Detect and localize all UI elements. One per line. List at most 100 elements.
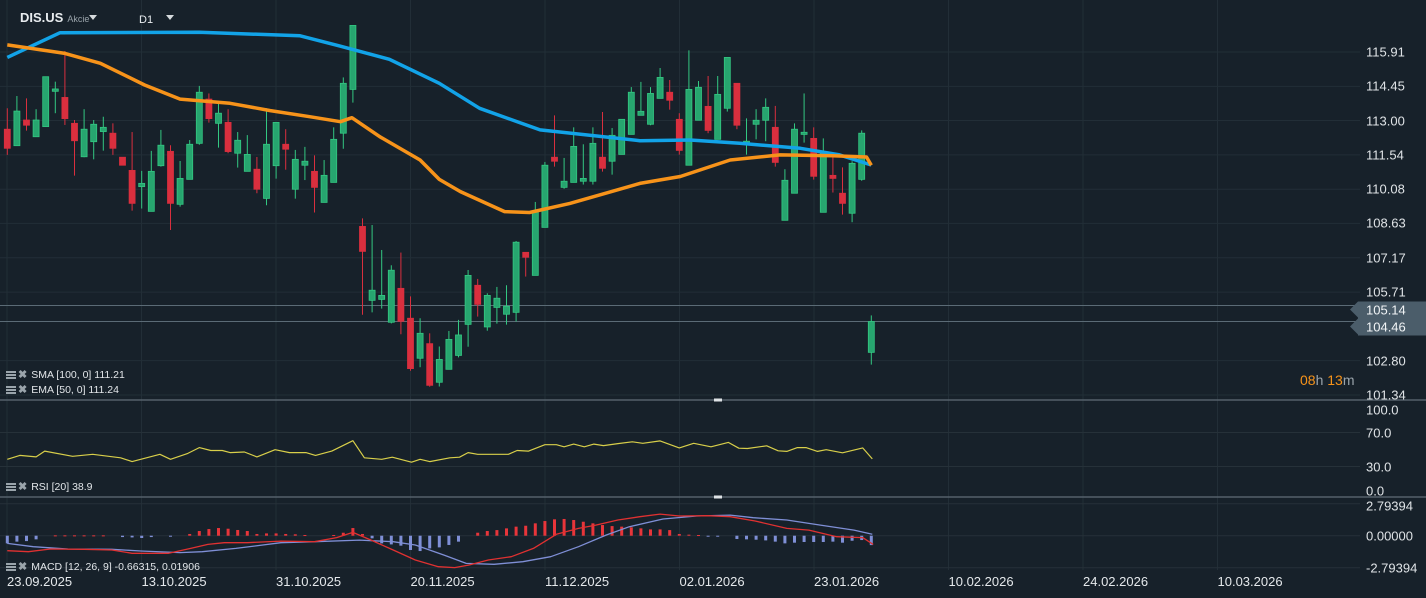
candle-bearish (522, 251, 530, 258)
candle-bearish (311, 170, 318, 188)
settings-menu-icon[interactable] (6, 562, 16, 571)
macd-histogram-bar (687, 534, 691, 536)
macd-histogram-bar (581, 521, 585, 536)
macd-axis-label: 2.79394 (1366, 498, 1413, 514)
candle-countdown: 08h 13m (1300, 372, 1355, 388)
macd-histogram-bar (869, 535, 873, 546)
candle-bullish (579, 178, 587, 182)
settings-menu-icon[interactable] (6, 370, 16, 379)
legend-sma: ✖ SMA [100, 0] 111.21 (6, 368, 125, 381)
macd-line (7, 513, 874, 569)
candle-bearish (61, 97, 69, 120)
macd-histogram-bar (812, 535, 816, 542)
remove-close-icon[interactable]: ✖ (18, 384, 28, 396)
macd-histogram-bar (620, 526, 624, 536)
macd-histogram-bar (399, 535, 403, 546)
candle-bearish (599, 156, 606, 169)
candle-bullish (608, 134, 616, 162)
macd-histogram-bar (207, 529, 211, 536)
price-axis-label: 115.91 (1366, 44, 1405, 60)
macd-histogram-bar (601, 525, 604, 536)
remove-close-icon[interactable]: ✖ (18, 481, 28, 493)
candle-bearish (71, 122, 78, 142)
macd-histogram-bar (217, 528, 220, 536)
macd-histogram-bar (25, 535, 28, 542)
macd-histogram-bar (533, 523, 537, 536)
macd-histogram-bar (697, 535, 700, 537)
candle-bullish (90, 123, 98, 143)
macd-axis-label: 0.00000 (1366, 528, 1413, 544)
rsi-axis-label: 30.0 (1366, 459, 1392, 474)
timeframe-dropdown-chevron-icon[interactable] (166, 15, 174, 20)
macd-histogram-bar (553, 519, 556, 536)
macd-histogram-bar (293, 534, 297, 536)
candle-bullish (762, 106, 770, 121)
macd-histogram-bar (389, 535, 393, 545)
price-axis-label: 107.17 (1366, 250, 1406, 266)
macd-histogram-bar (841, 535, 844, 543)
settings-menu-icon[interactable] (6, 482, 16, 491)
candle-bullish (819, 152, 827, 213)
macd-histogram-bar (447, 535, 451, 545)
macd-histogram-bar (706, 535, 710, 537)
symbol-dropdown-chevron-icon[interactable] (89, 15, 97, 20)
candle-bullish (512, 241, 520, 313)
macd-histogram-bar (34, 535, 38, 540)
candle-bearish (733, 82, 741, 126)
candle-bearish (23, 119, 30, 126)
macd-histogram-bar (850, 535, 854, 541)
remove-close-icon[interactable]: ✖ (18, 561, 28, 573)
candle-bullish (147, 170, 155, 212)
candle-bullish (387, 269, 395, 323)
candle-bullish (435, 359, 443, 383)
candle-bullish (685, 89, 693, 166)
macd-axis-label: -2.79394 (1366, 560, 1418, 576)
candle-bullish (13, 110, 21, 147)
macd-histogram-bar (457, 535, 460, 542)
macd-histogram-bar (370, 535, 374, 539)
candle-bearish (205, 98, 213, 120)
macd-histogram-bar (245, 531, 249, 536)
candle-bullish (503, 305, 510, 315)
candle-bullish (51, 88, 59, 92)
candle-bullish (637, 110, 645, 116)
candle-bearish (829, 174, 837, 179)
candle-bearish (119, 156, 126, 166)
symbol-selector[interactable]: DIS.US Akcie (20, 10, 89, 25)
candle-bullish (195, 91, 203, 144)
candle-bullish (800, 131, 808, 135)
candle-bearish (675, 118, 683, 151)
date-axis-label: 23.01.2026 (814, 574, 880, 589)
legend-rsi-text: RSI [20] 38.9 (31, 480, 93, 493)
candle-bearish (426, 343, 434, 386)
macd-histogram-bar (418, 535, 422, 552)
macd-histogram-bar (754, 535, 758, 540)
candle-bullish (99, 126, 107, 132)
macd-histogram-bar (5, 535, 9, 544)
macd-histogram-bar (265, 533, 268, 536)
candle-bearish (3, 128, 11, 149)
candle-bullish (791, 128, 798, 194)
remove-close-icon[interactable]: ✖ (18, 369, 28, 381)
candle-bearish (407, 317, 414, 370)
timeframe-selector[interactable]: D1 (139, 14, 154, 26)
settings-menu-icon[interactable] (6, 385, 16, 394)
candle-bullish (263, 143, 270, 199)
rsi-axis-label: 0.0 (1366, 483, 1385, 499)
ask-price-tag: 105.14 (1350, 301, 1426, 319)
chart-marks (3, 24, 875, 569)
macd-histogram-bar (668, 530, 672, 536)
candle-bullish (867, 321, 875, 353)
macd-signal-line (7, 514, 873, 565)
price-axis-label: 110.08 (1366, 181, 1405, 197)
candle-bullish (378, 295, 386, 300)
candle-bearish (551, 156, 558, 162)
candle-bearish (282, 143, 290, 150)
price-axis-label: 113.00 (1366, 113, 1405, 128)
candle-bearish (666, 91, 674, 101)
macd-histogram-bar (677, 533, 681, 536)
macd-histogram-bar (226, 528, 230, 536)
macd-histogram-bar (658, 529, 662, 536)
candle-bullish (455, 334, 462, 356)
